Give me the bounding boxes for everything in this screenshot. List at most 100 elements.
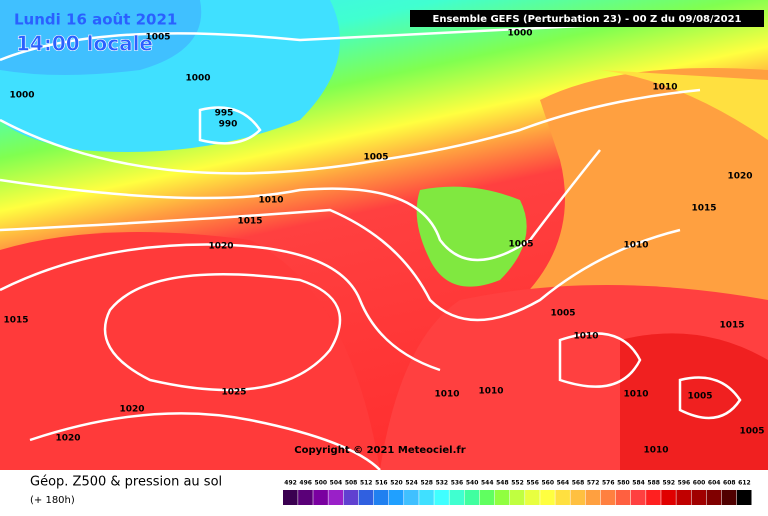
scale-swatch	[600, 490, 616, 505]
isobar-label: 1010	[652, 83, 677, 93]
hot-area-west	[0, 232, 380, 470]
isobar-label: 990	[219, 120, 238, 130]
scale-swatch	[449, 490, 465, 505]
scale-label: 528	[420, 480, 433, 487]
isobar-label: 995	[215, 109, 234, 119]
scale-swatch	[283, 490, 298, 505]
isobar-label: 1005	[363, 153, 388, 163]
scale-swatch	[479, 490, 495, 505]
scale-swatch	[676, 490, 691, 505]
header-box	[410, 10, 764, 27]
time: 14:00 locale	[16, 32, 153, 56]
scale-label: 500	[315, 480, 328, 487]
scale-label: 492	[284, 480, 297, 487]
scale-label: 536	[451, 480, 464, 487]
scale-label: 576	[602, 480, 615, 487]
isobar	[198, 106, 262, 145]
lead-time: (+ 180h)	[30, 495, 75, 506]
scale-swatch	[661, 490, 676, 505]
scale-swatch	[343, 490, 359, 505]
isobar-label: 1005	[739, 427, 764, 437]
scale-swatch	[373, 490, 389, 505]
scale-label: 588	[647, 480, 660, 487]
scale-label: 532	[436, 480, 449, 487]
scale-label: 516	[375, 480, 388, 487]
scale-label: 512	[360, 480, 373, 487]
scale-swatch	[691, 490, 707, 505]
isobar	[29, 412, 381, 471]
scale-label: 524	[405, 480, 418, 487]
isobar-label: 1020	[208, 242, 233, 252]
warm-edge	[600, 70, 768, 140]
scale-label: 508	[345, 480, 358, 487]
isobar-label: 1015	[719, 321, 744, 331]
scale-label: 604	[708, 480, 721, 487]
isobar	[558, 332, 642, 388]
isobar-label: 1020	[119, 405, 144, 415]
scale-label: 560	[541, 480, 554, 487]
isobar-label: 1005	[508, 240, 533, 250]
color-scale: 492 496 500 504 508 512 516 520 524 528 532 536 540 5…	[283, 480, 752, 505]
scale-swatch	[404, 490, 419, 505]
scale-label: 564	[557, 480, 570, 487]
isobar-label: 1000	[9, 91, 34, 101]
scale-label: 540	[466, 480, 479, 487]
low-area	[416, 186, 527, 287]
scale-swatch	[570, 490, 586, 505]
scale-label: 544	[481, 480, 494, 487]
isobar	[678, 376, 742, 420]
scale-label: 592	[663, 480, 676, 487]
scale-swatch	[646, 490, 661, 505]
scale-swatch	[313, 490, 328, 505]
scale-swatch	[464, 490, 480, 505]
legend-title: Géop. Z500 & pression au sol	[30, 475, 222, 490]
isobar-label: 1010	[258, 196, 283, 206]
isobar-label: 1025	[221, 388, 246, 398]
date: Lundi 16 août 2021	[14, 11, 177, 29]
isobar-label: 1000	[507, 29, 532, 39]
isobar-label: 1010	[643, 446, 668, 456]
copyright: Copyright © 2021 Meteociel.fr	[294, 445, 465, 456]
isobar	[0, 243, 441, 372]
isobar-label: 1005	[687, 392, 712, 402]
isobar	[0, 208, 681, 322]
scale-swatch	[540, 490, 555, 505]
scale-swatch	[388, 490, 404, 505]
scale-swatch	[358, 490, 374, 505]
scale-swatch	[298, 490, 313, 505]
scale-label: 504	[330, 480, 343, 487]
scale-label: 612	[738, 480, 751, 487]
isobar-label: 1010	[623, 241, 648, 251]
scale-swatch	[494, 490, 510, 505]
hot-core	[620, 333, 768, 470]
isobar-label: 1010	[623, 390, 648, 400]
isobar	[0, 88, 701, 175]
scale-swatch	[509, 490, 525, 505]
scale-label: 584	[632, 480, 645, 487]
scale-label: 600	[693, 480, 706, 487]
isobar-label: 1010	[434, 390, 459, 400]
isobar-label: 1015	[237, 217, 262, 227]
scale-swatch	[434, 490, 449, 505]
scale-label: 596	[678, 480, 691, 487]
scale-label: 552	[511, 480, 524, 487]
scale-swatch	[555, 490, 570, 505]
isobar	[0, 149, 601, 262]
scale-swatch	[615, 490, 631, 505]
scale-swatch	[721, 490, 737, 505]
isobar-label: 1010	[478, 387, 503, 397]
isobar-label: 1020	[727, 172, 752, 182]
scale-swatch	[525, 490, 540, 505]
scale-swatch	[630, 490, 646, 505]
isobar-label: 1015	[691, 204, 716, 214]
isobar-label: 1005	[145, 33, 170, 43]
isobar-label: 1010	[573, 332, 598, 342]
scale-label: 548	[496, 480, 509, 487]
isobar-label: 1005	[550, 309, 575, 319]
isobar	[103, 273, 342, 392]
model-info: Ensemble GEFS (Perturbation 23) - 00 Z d…	[433, 14, 742, 25]
isobar-label: 1000	[185, 74, 210, 84]
scale-swatch	[585, 490, 601, 505]
